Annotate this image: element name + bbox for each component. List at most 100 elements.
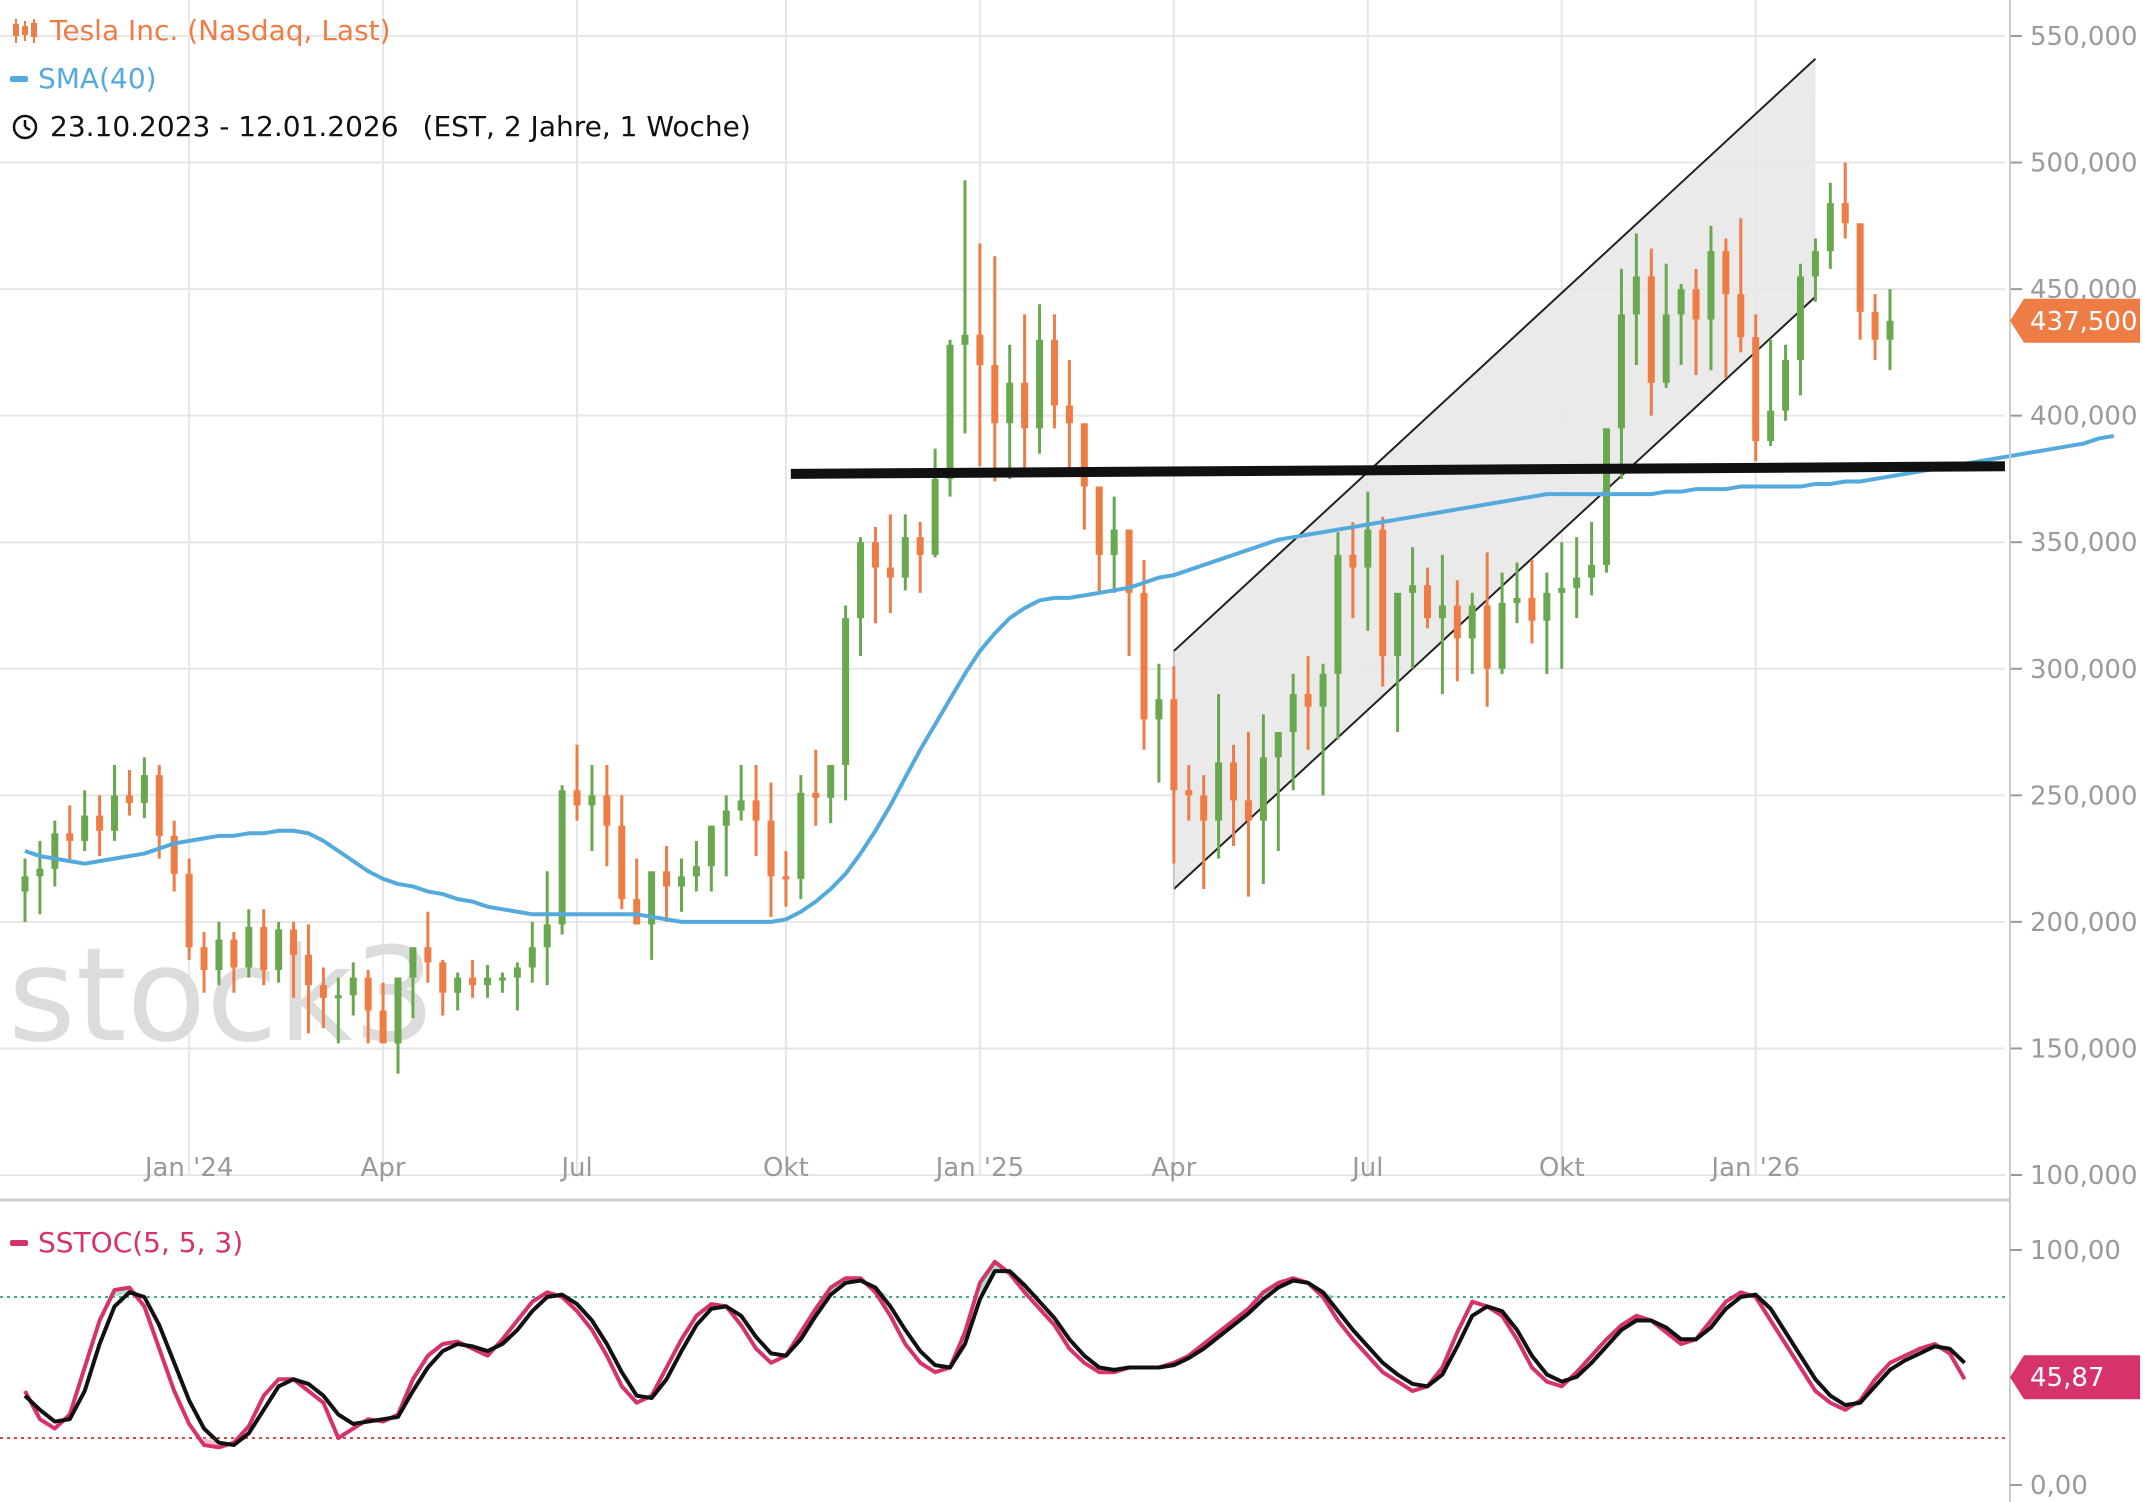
candle-body [1871,311,1879,340]
candle-body [1215,762,1223,821]
candle-body [1021,382,1029,429]
stoch-label: SSTOC(5, 5, 3) [38,1226,244,1259]
candle-body [1394,592,1402,657]
candle-body [1289,694,1297,733]
candle-body [1826,203,1834,252]
candle-body [51,833,59,869]
y-tick-label: 400,000 [2030,402,2138,432]
candle-body [1782,359,1790,411]
candle-body [125,795,133,803]
sma-polyline [24,433,2115,924]
stoch-grid [0,1261,2005,1448]
candle-body [394,977,402,1044]
candle-body [961,334,969,345]
candle-body [827,764,835,798]
stoch-y-tick-label: 100,00 [2030,1236,2121,1266]
candle-body [1065,405,1073,424]
candle-body [573,790,581,806]
candle-body [1080,423,1088,487]
candle-body [469,977,477,986]
candle-body [1006,382,1014,424]
y-tick-label: 300,000 [2030,655,2138,685]
candle-body [200,947,208,970]
candle-body [1677,289,1685,315]
candle-body [170,835,178,874]
candle-body [111,795,119,831]
y-tick-label: 250,000 [2030,781,2138,811]
candle-body [1438,605,1446,619]
candle-body [1498,602,1506,669]
candlesticks[interactable] [21,162,1894,1074]
candle-body [1319,673,1327,707]
candle-body [1588,565,1596,578]
candle-body [1632,276,1640,315]
candle-body [1886,320,1894,340]
candle-body [1692,289,1700,320]
candle-body [290,929,298,955]
candle-body [81,815,89,841]
y-tick-label: 550,000 [2030,22,2138,52]
stoch-axis: 0,00 100,00 [2010,1236,2121,1501]
candle-body [1140,592,1148,720]
legend-main[interactable]: Tesla Inc. (Nasdaq, Last) [10,14,391,47]
candle-body [871,542,879,568]
candle-body [931,478,939,555]
candle-body [1841,203,1849,224]
candle-body [842,618,850,765]
main-series-label: Tesla Inc. (Nasdaq, Last) [50,14,391,47]
candle-body [1036,339,1044,429]
candle-body [140,775,148,803]
candle-body [692,866,700,877]
channel-lower-line [1173,295,1817,890]
candle-body [1722,251,1730,295]
candle-body [1334,554,1342,674]
overbought-shade [875,1287,891,1297]
candle-body [409,947,417,978]
candle-body [558,790,566,925]
candle-body [424,947,432,963]
x-tick-label: Okt [763,1153,809,1183]
candle-body [1304,694,1312,707]
candle-body [633,899,641,925]
candle-body [439,962,447,993]
candle-body [484,977,492,986]
candle-body [648,871,656,925]
y-tick-label: 500,000 [2030,149,2138,179]
candle-body [304,954,312,986]
stoch-badge-text: 45,87 [2030,1363,2104,1393]
candle-body [1603,428,1611,566]
candle-body [886,567,894,578]
candle-body [260,926,268,970]
candle-body [96,815,104,831]
candle-body [677,876,685,887]
legend-sma[interactable]: SMA(40) [10,62,157,95]
legend-period: 23.10.2023 - 12.01.2026 (EST, 2 Jahre, 1… [10,110,751,143]
candle-body [707,825,715,867]
stoch-lines [23,1259,1967,1450]
candle-body [334,995,342,999]
candle-body [1349,554,1357,568]
legend-stoch[interactable]: SSTOC(5, 5, 3) [10,1226,243,1259]
candle-body [1662,314,1670,383]
resistance-line [790,461,2005,479]
candle-body [185,873,193,948]
sma-line [24,433,2115,924]
candle-body [1796,276,1804,360]
candle-body [1856,223,1864,312]
candle-body [1752,337,1760,441]
sma-swatch [10,75,28,82]
candle-body [1379,529,1387,657]
candle-body [1707,251,1715,320]
candle-body [1543,592,1551,621]
candle-body [1244,800,1252,821]
stoch-y-tick-label: 0,00 [2030,1471,2088,1501]
candle-body [663,871,671,887]
candle-body [1573,577,1581,588]
candle-body [1110,529,1118,555]
last-price-badge: 437,500 [2010,298,2140,343]
candle-body [1811,251,1819,277]
sma-label: SMA(40) [38,62,157,95]
stoch-badge-bg [2010,1355,2140,1400]
x-tick-label: Apr [1151,1153,1196,1183]
